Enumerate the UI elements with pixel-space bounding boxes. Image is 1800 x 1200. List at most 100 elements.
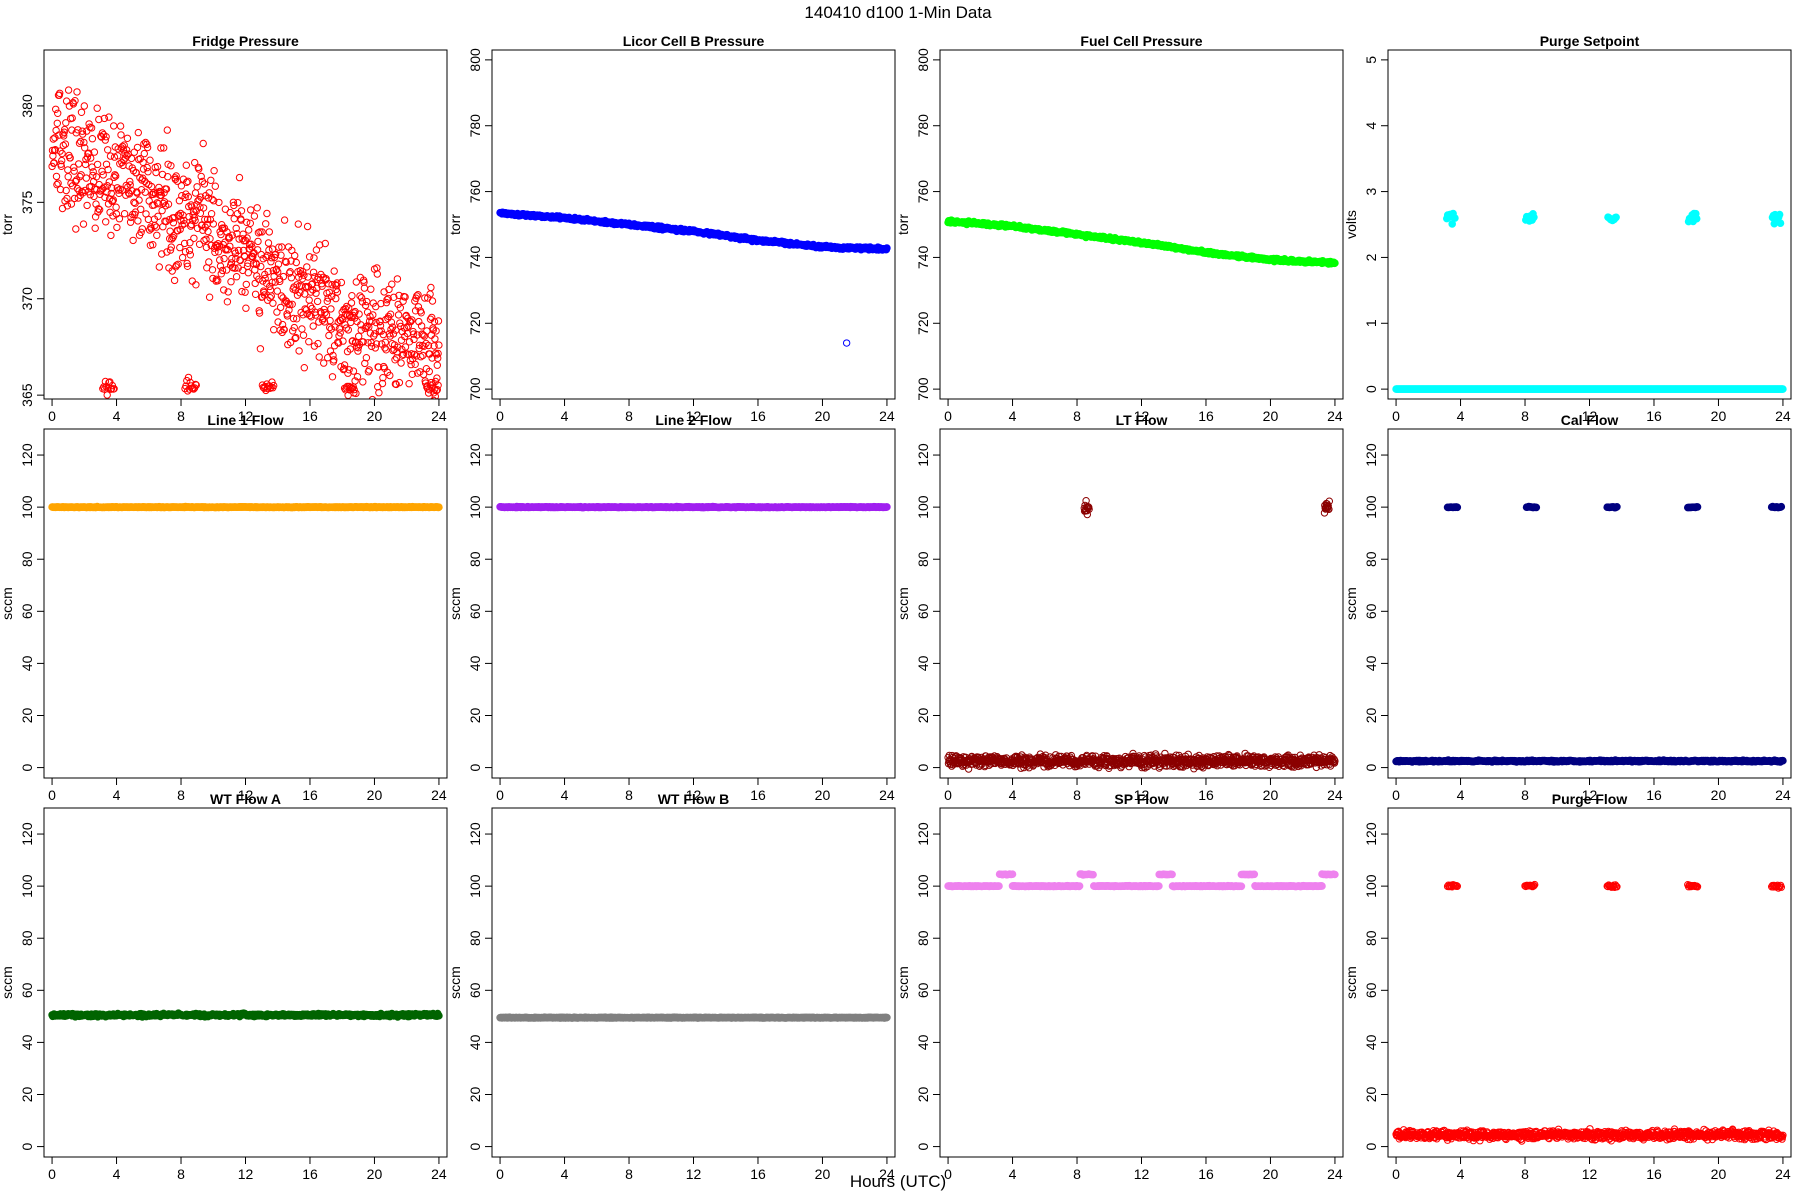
data-point xyxy=(79,220,88,228)
y-tick-label: 3 xyxy=(1363,187,1379,195)
data-point xyxy=(208,266,217,274)
data-point xyxy=(163,126,172,134)
data-point xyxy=(295,347,303,355)
data-point xyxy=(326,347,335,355)
data-point xyxy=(883,503,891,511)
data-point xyxy=(75,139,84,147)
data-point xyxy=(347,299,356,307)
data-point xyxy=(199,139,207,148)
data-point xyxy=(300,364,308,372)
data-point xyxy=(326,323,334,332)
data-point xyxy=(214,248,223,256)
data-point xyxy=(56,185,65,194)
data-point xyxy=(184,373,193,382)
data-point xyxy=(136,174,144,182)
data-point xyxy=(414,291,422,299)
data-point xyxy=(407,317,415,326)
data-point xyxy=(390,293,398,301)
data-point xyxy=(433,361,441,369)
x-tick-label: 24 xyxy=(431,787,447,803)
data-point xyxy=(434,354,442,362)
data-point xyxy=(428,297,437,305)
data-point xyxy=(56,89,64,98)
data-point xyxy=(99,131,108,139)
data-point xyxy=(291,286,300,294)
data-point xyxy=(70,194,79,203)
data-point xyxy=(299,331,308,339)
data-point xyxy=(83,153,92,161)
data-point xyxy=(396,304,404,312)
data-point xyxy=(101,377,110,386)
data-point xyxy=(242,280,251,289)
data-point xyxy=(265,228,273,236)
data-point xyxy=(419,351,427,360)
data-point xyxy=(205,189,213,197)
data-point xyxy=(267,292,275,300)
data-point xyxy=(110,122,118,130)
y-tick-label: 100 xyxy=(467,495,483,519)
data-point xyxy=(279,272,288,281)
data-point xyxy=(286,338,295,347)
data-point xyxy=(106,152,115,160)
data-point xyxy=(205,258,213,266)
data-point xyxy=(1036,750,1045,758)
y-tick-label: 100 xyxy=(19,495,35,519)
data-point xyxy=(384,294,392,303)
y-tick-label: 700 xyxy=(915,377,931,401)
x-tick-label: 0 xyxy=(496,787,504,803)
data-point xyxy=(234,246,243,255)
data-point xyxy=(58,156,66,165)
x-tick-label: 20 xyxy=(1263,408,1279,424)
data-point xyxy=(353,373,362,381)
data-point xyxy=(63,202,72,210)
data-point xyxy=(210,197,218,205)
data-point xyxy=(252,260,261,269)
data-point xyxy=(409,330,418,338)
data-point xyxy=(330,356,338,364)
data-point xyxy=(59,141,67,150)
data-point xyxy=(77,137,85,146)
data-point xyxy=(414,303,423,311)
data-point xyxy=(254,229,263,237)
data-point xyxy=(292,333,300,342)
x-tick-label: 24 xyxy=(431,408,447,424)
y-tick-label: 720 xyxy=(915,311,931,335)
data-point xyxy=(190,234,198,243)
data-point xyxy=(343,302,351,311)
x-tick-label: 20 xyxy=(815,408,831,424)
data-point xyxy=(85,120,93,128)
data-point xyxy=(259,277,267,285)
panel-title: Fridge Pressure xyxy=(192,33,299,49)
data-point xyxy=(395,378,404,387)
data-point xyxy=(256,228,264,236)
x-tick-label: 8 xyxy=(177,408,185,424)
panel-title: Line 1 Flow xyxy=(207,412,283,428)
data-point xyxy=(367,285,375,293)
data-point xyxy=(309,268,318,276)
data-point xyxy=(77,108,86,117)
data-point xyxy=(325,331,333,340)
data-point xyxy=(215,242,224,251)
data-point xyxy=(171,175,180,184)
data-point xyxy=(202,243,211,252)
data-point xyxy=(253,204,261,212)
x-tick-label: 8 xyxy=(1073,408,1081,424)
data-point xyxy=(299,267,307,276)
data-point xyxy=(50,146,59,155)
data-point xyxy=(262,220,270,228)
data-point xyxy=(146,156,154,164)
y-tick-label: 700 xyxy=(467,377,483,401)
data-point xyxy=(372,340,381,348)
data-point xyxy=(306,302,315,310)
x-axis: 0 4 8 12 16 20 24 xyxy=(48,398,447,424)
data-point xyxy=(134,217,142,225)
data-point xyxy=(163,248,171,256)
data-point xyxy=(75,160,83,168)
data-point xyxy=(185,246,194,255)
data-point xyxy=(172,261,181,269)
y-tick-label: 0 xyxy=(1363,385,1379,393)
